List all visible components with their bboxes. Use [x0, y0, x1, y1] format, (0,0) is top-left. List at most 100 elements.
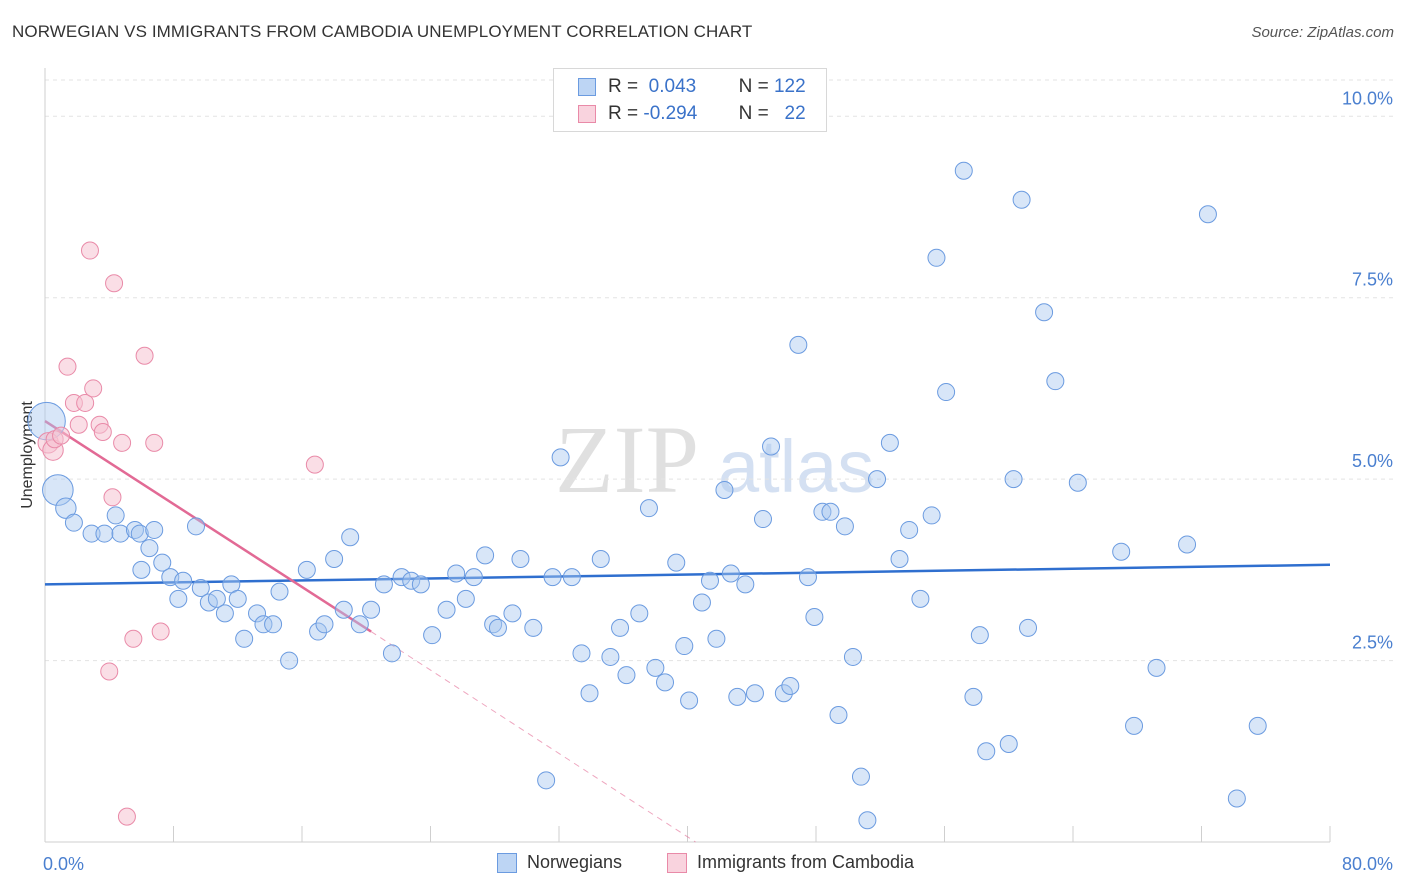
norwegian-point	[402, 571, 421, 590]
norwegian-point	[858, 811, 877, 830]
trend-lines	[44, 420, 1331, 843]
x-tick-label-min: 0.0%	[43, 854, 84, 874]
legend-n-label: N =	[738, 103, 769, 124]
norwegian-point	[798, 568, 817, 587]
bottom-swatch-blue	[497, 852, 517, 873]
norwegian-point	[656, 673, 675, 692]
cambodia-point	[305, 455, 324, 474]
norwegian-point	[392, 568, 411, 587]
norwegian-point	[551, 448, 570, 467]
norwegian-point	[721, 564, 740, 583]
norwegian-point	[484, 615, 503, 634]
norwegian-point	[95, 524, 114, 543]
norwegian-point	[851, 767, 870, 786]
norwegian-point	[700, 571, 719, 590]
norwegian-point	[617, 666, 636, 685]
bottom-swatch-pink	[667, 852, 687, 873]
norwegian-point	[248, 604, 267, 623]
norwegian-point	[315, 615, 334, 634]
norwegian-point	[270, 582, 289, 601]
norwegian-point	[762, 437, 781, 456]
legend-row-norwegians: R = 0.043 N = 122	[578, 75, 806, 99]
norwegian-point	[753, 510, 772, 529]
norwegian-point	[524, 618, 543, 637]
norwegian-point	[1248, 716, 1267, 735]
norwegian-point	[964, 687, 983, 706]
y-tick-label: 5.0%	[1352, 451, 1393, 471]
norwegian-point	[140, 539, 159, 558]
norwegian-point	[927, 248, 946, 267]
cambodia-point	[105, 274, 124, 293]
y-tick-label: 7.5%	[1352, 270, 1393, 290]
norwegian-point	[580, 684, 599, 703]
norwegian-point	[680, 691, 699, 710]
norwegian-point	[880, 433, 899, 452]
norwegian-point	[476, 546, 495, 565]
norwegian-point	[174, 571, 193, 590]
norwegian-point	[1019, 618, 1038, 637]
norwegian-point	[456, 589, 475, 608]
norwegian-point	[707, 629, 726, 648]
norwegian-point	[1147, 658, 1166, 677]
legend-r-label: R =	[608, 103, 639, 124]
norwegian-point	[789, 335, 808, 354]
norwegian-point	[334, 600, 353, 619]
cambodia-point	[76, 393, 95, 412]
watermark-atlas: atlas	[718, 425, 874, 508]
norwegian-point	[675, 637, 694, 656]
norwegian-point	[868, 470, 887, 489]
norwegian-point	[511, 549, 530, 568]
norwegian-point	[805, 608, 824, 627]
norwegian-point	[169, 589, 188, 608]
norwegian-point	[503, 604, 522, 623]
x-tick-label-max: 80.0%	[1342, 854, 1393, 874]
norwegian-point	[186, 517, 205, 536]
norwegian-point	[350, 615, 369, 634]
norwegian-point	[835, 517, 854, 536]
norwegian-point	[437, 600, 456, 619]
norwegian-point	[715, 481, 734, 500]
norwegian-point	[1004, 470, 1023, 489]
cambodia-point	[151, 622, 170, 641]
norwegian-point	[911, 589, 930, 608]
norwegian-point	[922, 506, 941, 525]
norwegian-trend-line	[44, 563, 1331, 586]
norwegian-point	[411, 575, 430, 594]
bottom-legend-label: Norwegians	[527, 852, 623, 872]
cambodia-point	[113, 433, 132, 452]
cambodia-point	[52, 426, 71, 445]
cambodia-point	[103, 488, 122, 507]
norwegian-point	[1035, 303, 1054, 322]
norwegian-point	[111, 524, 130, 543]
norwegian-point	[646, 658, 665, 677]
norwegian-point	[64, 513, 83, 532]
watermark-zip: ZIP	[555, 406, 699, 513]
norwegian-point	[362, 600, 381, 619]
norwegian-point	[692, 593, 711, 612]
norwegian-point	[572, 644, 591, 663]
norwegian-point	[821, 502, 840, 521]
norwegian-point	[264, 615, 283, 634]
cambodia-point	[135, 346, 154, 365]
norwegian-point	[82, 524, 101, 543]
cambodia-point	[117, 807, 136, 826]
norwegian-point	[1227, 789, 1246, 808]
legend-row-cambodia: R = -0.294 N = 22	[578, 102, 806, 126]
bottom-legend-norwegians: Norwegians	[497, 852, 622, 873]
bottom-legend-cambodia: Immigrants from Cambodia	[667, 852, 914, 873]
norwegian-point	[954, 161, 973, 180]
chart-title: NORWEGIAN VS IMMIGRANTS FROM CAMBODIA UN…	[12, 22, 753, 41]
norwegian-point	[1012, 190, 1031, 209]
cambodia-point	[124, 629, 143, 648]
cambodia-point	[100, 662, 119, 681]
source-credit: Source: ZipAtlas.com	[1251, 24, 1394, 41]
norwegian-point	[1068, 473, 1087, 492]
legend-r-value: 0.043	[648, 76, 697, 97]
norwegian-point	[374, 575, 393, 594]
legend-n-value: 122	[773, 76, 806, 97]
data-points	[27, 161, 1267, 830]
norwegian-point	[1112, 542, 1131, 561]
legend-swatch-blue	[578, 78, 596, 96]
norwegian-point	[1198, 205, 1217, 224]
